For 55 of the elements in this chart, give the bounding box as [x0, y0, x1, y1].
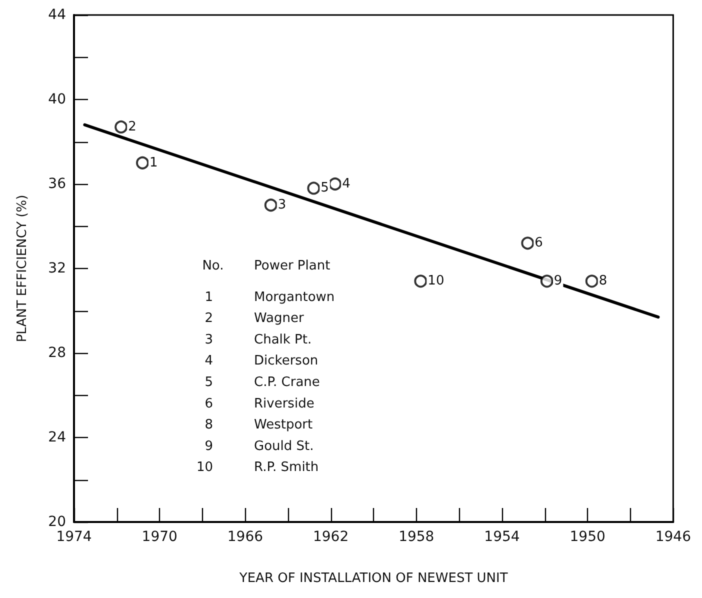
annotation: No.: [202, 258, 224, 274]
y-tick-label: 32: [48, 260, 66, 276]
annotation: Power Plant: [254, 258, 330, 274]
annotation: 5: [204, 375, 213, 390]
annotation: 4: [342, 176, 350, 192]
annotation: C.P. Crane: [254, 375, 320, 390]
y-tick-label: 20: [48, 514, 66, 530]
y-tick-label: 28: [48, 345, 66, 361]
point: [521, 236, 534, 250]
annotation: Riverside: [254, 396, 314, 412]
point: [328, 178, 342, 190]
annotation: Dickerson: [254, 354, 318, 369]
annotation: 6: [534, 236, 543, 251]
y-tick-label: 24: [48, 430, 66, 446]
annotation: 6: [204, 396, 213, 412]
annotation: 9: [204, 438, 213, 454]
annotation: 10: [428, 274, 444, 289]
annotation: Chalk Pt.: [254, 332, 312, 348]
annotation: 2: [128, 119, 136, 134]
annotation: 3: [204, 332, 213, 348]
y-tick-label: 44: [48, 7, 66, 23]
point: [414, 274, 428, 288]
x-tick-label: 1950: [570, 529, 606, 545]
annotation: Gould St.: [254, 438, 314, 454]
annotation: 8: [598, 274, 608, 289]
x-tick-label: 1966: [227, 529, 264, 545]
x-tick-label: 1962: [312, 529, 349, 545]
annotation: Morgantown: [254, 290, 335, 305]
point: [264, 198, 278, 212]
point: [307, 182, 320, 195]
point: [585, 274, 598, 288]
annotation: 1: [149, 155, 158, 170]
annotation: 4: [204, 354, 213, 369]
annotation: Westport: [254, 418, 313, 433]
annotation: 1: [204, 290, 213, 305]
annotation: R.P. Smith: [254, 460, 319, 476]
y-tick-label: 40: [48, 92, 66, 108]
point: [136, 156, 149, 170]
x-tick-label: 1946: [655, 529, 692, 545]
y-axis-title: PLANT EFFICIENCY (%): [15, 194, 30, 342]
x-tick-label: 1970: [142, 529, 178, 545]
annotation: 8: [204, 418, 213, 433]
annotation: Wagner: [254, 311, 304, 326]
annotation: 2: [204, 311, 213, 326]
x-axis-title: YEAR OF INSTALLATION OF NEWEST UNIT: [238, 571, 508, 586]
point: [114, 120, 128, 134]
annotation: 5: [320, 180, 329, 196]
x-tick-label: 1974: [56, 529, 92, 545]
x-tick-label: 1954: [484, 529, 520, 545]
x-tick-label: 1958: [398, 529, 434, 545]
annotation: 3: [278, 198, 286, 213]
annotation: 9: [554, 274, 562, 289]
y-tick-label: 36: [48, 176, 66, 192]
annotation: 10: [196, 460, 213, 476]
point: [540, 274, 554, 288]
